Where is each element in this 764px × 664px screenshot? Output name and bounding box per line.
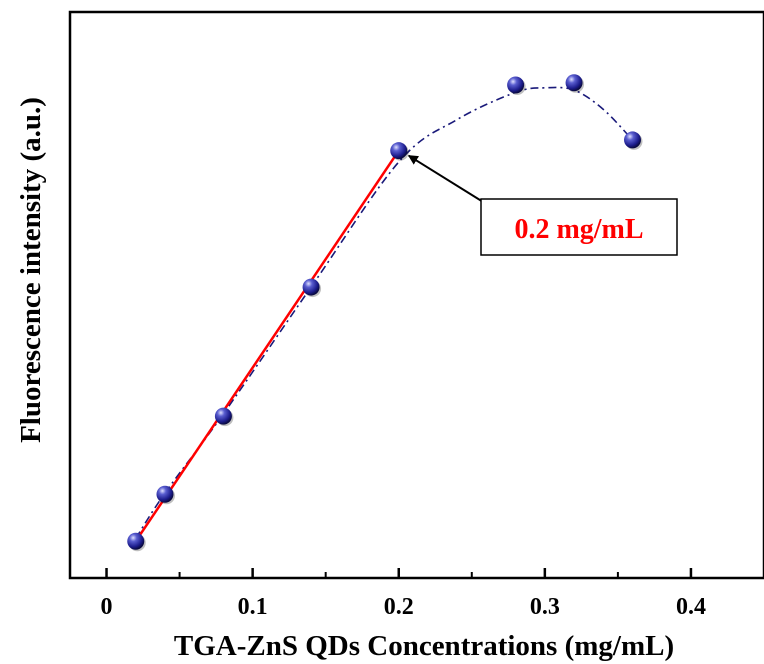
x-tick-label-0: 0 — [101, 594, 113, 620]
x-tick-label-4: 0.4 — [676, 594, 706, 620]
x-axis-tick-labels: 0 0.1 0.2 0.3 0.4 — [101, 594, 706, 620]
y-axis-title: Fluorescence intensity (a.u.) — [15, 97, 47, 443]
x-tick-label-3: 0.3 — [530, 594, 560, 620]
data-point-3 — [302, 278, 320, 296]
x-axis-title: TGA-ZnS QDs Concentrations (mg/mL) — [174, 630, 674, 662]
data-point-1 — [156, 485, 174, 503]
data-point-0 — [127, 532, 145, 550]
data-point-7 — [624, 131, 642, 149]
trend-curve — [135, 86, 634, 539]
x-axis-ticks — [105, 568, 693, 578]
data-point-6 — [565, 74, 583, 92]
plot-frame — [68, 10, 764, 580]
data-points — [127, 74, 643, 552]
linear-fit-line — [134, 149, 400, 542]
data-point-4 — [390, 142, 408, 160]
data-point-5 — [507, 76, 525, 94]
annotation-box — [480, 198, 678, 256]
x-tick-label-1: 0.1 — [238, 594, 268, 620]
annotation-arrow — [407, 154, 489, 206]
data-point-2 — [214, 407, 232, 425]
x-tick-label-2: 0.2 — [384, 594, 414, 620]
annotation-text: 0.2 mg/mL — [514, 214, 643, 245]
